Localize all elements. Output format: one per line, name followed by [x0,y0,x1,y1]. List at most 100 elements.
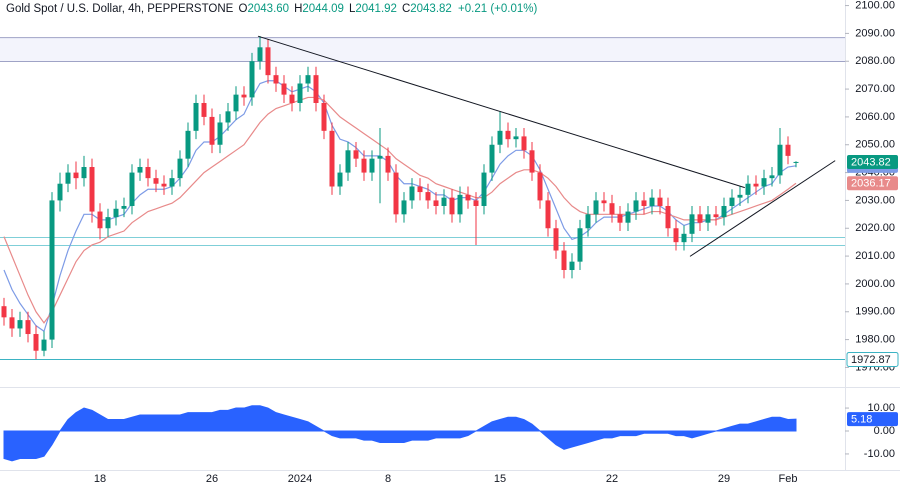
candle-body [705,214,711,223]
candle-body [345,150,351,173]
level-zone [0,37,845,62]
candle-body [177,158,183,179]
candle-body [609,203,615,215]
candle-body [713,214,719,218]
candle-body [537,172,543,201]
field-key: H [294,3,303,15]
candle-body [273,75,279,84]
candle-body [409,186,415,201]
candle-body [497,130,503,145]
candle-body [105,217,111,229]
y-tick-label: 2080.00 [855,55,895,67]
moving-average [3,96,797,324]
candle-body [65,172,71,184]
price-badge-label: 2036.17 [851,178,891,190]
candle-body [41,339,47,351]
candle-body [505,130,511,140]
y-tick-label: 2010.00 [855,250,895,262]
x-tick-label: 8 [385,473,391,485]
candle-body [633,200,639,212]
candle-body [353,150,359,159]
candle-body [33,334,39,351]
candle-body [513,136,519,140]
field-value: 2043.82 [410,3,452,15]
candle-body [689,214,695,234]
ohlc: O2043.60 H2044.09 L2041.92 C2043.82 [237,3,455,15]
candle-body [81,167,87,179]
candle-body [465,194,471,201]
candle-body [313,75,319,103]
candle-body [401,200,407,215]
candle-body [297,83,303,103]
x-tick-label: Feb [779,473,798,485]
candle-body [585,214,591,229]
candle-body [225,111,231,123]
field-value: 2041.92 [355,3,397,15]
candle-body [721,205,727,218]
candle-body [545,200,551,229]
field-key: C [401,3,411,15]
candle-body [777,144,783,176]
candle-body [281,83,287,95]
y-tick-label: 2100.00 [855,0,895,11]
candle-body [193,102,199,131]
trendline [257,35,745,189]
candle-body [457,194,463,215]
x-tick-label: 15 [494,473,506,485]
price-badge-label: 5.18 [851,414,872,426]
candle-body [769,175,775,179]
y-tick-label: 2090.00 [855,27,895,39]
candle-body [601,200,607,204]
candle-body [241,94,247,98]
y-tick-label: 2050.00 [855,139,895,151]
x-tick-label: 29 [718,473,730,485]
candle-body [9,317,15,329]
candle-body [217,122,223,145]
y-tick-label: 2070.00 [855,83,895,95]
candle-body [289,94,295,103]
y-tick-label: 2030.00 [855,194,895,206]
candle-body [369,158,375,173]
candle-body [489,144,495,173]
candle-body [481,172,487,206]
candle-body [257,47,263,62]
candle-body [129,172,135,206]
y-tick-label: -10.00 [864,448,895,460]
price-badge-label: 2043.82 [851,156,891,168]
candle-body [249,61,255,98]
candle-body [169,178,175,187]
symbol: Gold Spot / U.S. Dollar, 4h, PEPPERSTONE [6,3,234,15]
candle-body [617,214,623,223]
candle-body [553,228,559,251]
candle-body [521,136,527,151]
candle-body [641,200,647,206]
change: +0.21 (+0.01%) [458,3,538,15]
candle-body [673,228,679,243]
candle-body [393,172,399,215]
legend-header: Gold Spot / U.S. Dollar, 4h, PEPPERSTONE… [6,3,541,15]
candle-body [433,200,439,206]
candle-body [441,197,447,206]
oscillator-area [3,405,797,462]
x-tick-label: 2024 [288,473,312,485]
y-tick-label: 1990.00 [855,306,895,318]
candle-body [745,183,751,195]
candle-body [25,320,31,335]
candle-body [417,186,423,193]
candle-body [737,194,743,198]
candle-body [729,197,735,206]
candle-body [473,200,479,206]
candle-body [113,208,119,218]
trendline [689,160,836,257]
y-tick-label: 2060.00 [855,111,895,123]
candle-body [145,167,151,179]
candle-body [17,320,23,329]
candle-body [569,261,575,271]
candle-body [385,155,391,173]
candle-body [593,200,599,215]
candle-body [761,178,767,187]
candle-body [681,233,687,243]
y-tick-label: 2000.00 [855,278,895,290]
